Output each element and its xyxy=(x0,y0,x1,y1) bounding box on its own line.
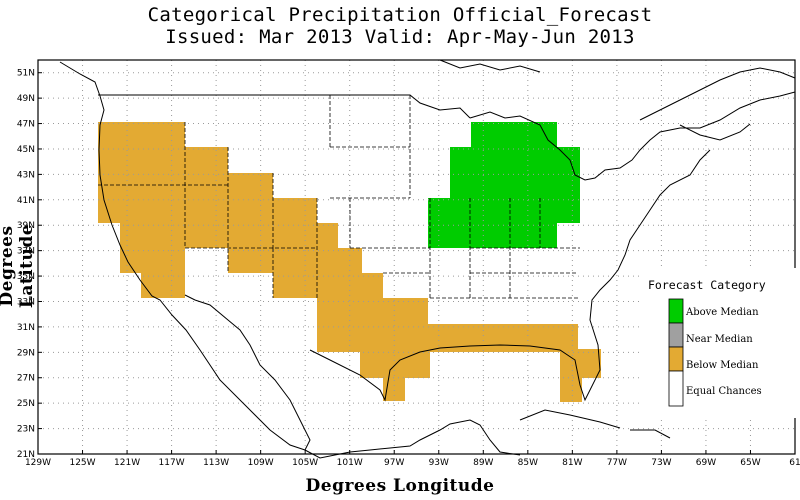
legend-swatch-above xyxy=(668,298,684,324)
map-title: Categorical Precipitation Official_Forec… xyxy=(147,4,653,26)
lon-tick-label: 117W xyxy=(159,458,185,468)
lat-tick-label: 39N xyxy=(17,221,35,231)
lon-tick-label: 85W xyxy=(518,458,538,468)
lat-tick-label: 41N xyxy=(17,196,35,206)
lat-tick-label: 21N xyxy=(17,450,35,460)
lon-tick-label: 73W xyxy=(651,458,671,468)
x-axis-label: Degrees Longitude xyxy=(305,476,495,496)
lon-tick-label: 129W xyxy=(25,458,51,468)
lat-tick-label: 43N xyxy=(17,170,35,180)
legend-swatch-near xyxy=(668,322,684,348)
lat-tick-label: 47N xyxy=(17,120,35,130)
lon-tick-label: 97W xyxy=(384,458,404,468)
legend-background xyxy=(640,268,800,418)
legend-label-near: Near Median xyxy=(686,334,753,345)
legend-title: Forecast Category xyxy=(648,278,766,292)
lon-tick-label: 105W xyxy=(292,458,318,468)
coastline xyxy=(59,59,796,459)
plot-frame xyxy=(37,59,796,455)
legend-swatch-equal xyxy=(668,370,684,407)
lon-tick-label: 65W xyxy=(740,458,760,468)
lon-tick-label: 101W xyxy=(337,458,363,468)
map-subtitle: Issued: Mar 2013 Valid: Apr-May-Jun 2013 xyxy=(165,26,635,48)
lon-tick-label: 89W xyxy=(473,458,493,468)
lat-tick-label: 27N xyxy=(17,374,35,384)
lon-tick-label: 77W xyxy=(607,458,627,468)
lon-tick-label: 113W xyxy=(203,458,229,468)
lon-tick-label: 93W xyxy=(429,458,449,468)
lon-tick-label: 81W xyxy=(562,458,582,468)
lat-tick-label: 23N xyxy=(17,425,35,435)
lon-tick-label: 69W xyxy=(696,458,716,468)
legend-swatch-below xyxy=(668,346,684,372)
lon-tick-label: 109W xyxy=(248,458,274,468)
lat-tick-label: 49N xyxy=(17,94,35,104)
legend-label-equal: Equal Chances xyxy=(686,386,762,397)
lon-tick-label: 121W xyxy=(114,458,140,468)
above-median-regions xyxy=(428,122,580,248)
lat-tick-label: 25N xyxy=(17,399,35,409)
lat-tick-label: 45N xyxy=(17,145,35,155)
lat-tick-label: 31N xyxy=(17,323,35,333)
above-region-midwest xyxy=(428,122,580,248)
legend-label-above: Above Median xyxy=(685,307,759,318)
lat-tick-label: 37N xyxy=(17,247,35,257)
lat-tick-label: 33N xyxy=(17,297,35,307)
legend: Forecast Category Above Median Near Medi… xyxy=(640,268,800,418)
below-median-regions xyxy=(98,122,601,402)
legend-label-below: Below Median xyxy=(686,360,759,371)
lat-tick-label: 51N xyxy=(17,69,35,79)
below-region-west xyxy=(98,122,601,402)
lon-tick-label: 125W xyxy=(69,458,95,468)
lat-tick-label: 29N xyxy=(17,348,35,358)
lon-tick-label: 61 xyxy=(789,458,800,468)
latitude-ticks: 21N 23N 25N 27N 29N 31N 33N 35N 37N 39N 41N 43N 45N 4… xyxy=(17,69,42,460)
longitude-ticks: 129W 125W 121W 117W 113W 109W 105W 101W 97W 93W 89… xyxy=(25,450,800,468)
y-axis-label: Degrees Latitude xyxy=(0,223,37,309)
lat-tick-label: 35N xyxy=(17,272,35,282)
